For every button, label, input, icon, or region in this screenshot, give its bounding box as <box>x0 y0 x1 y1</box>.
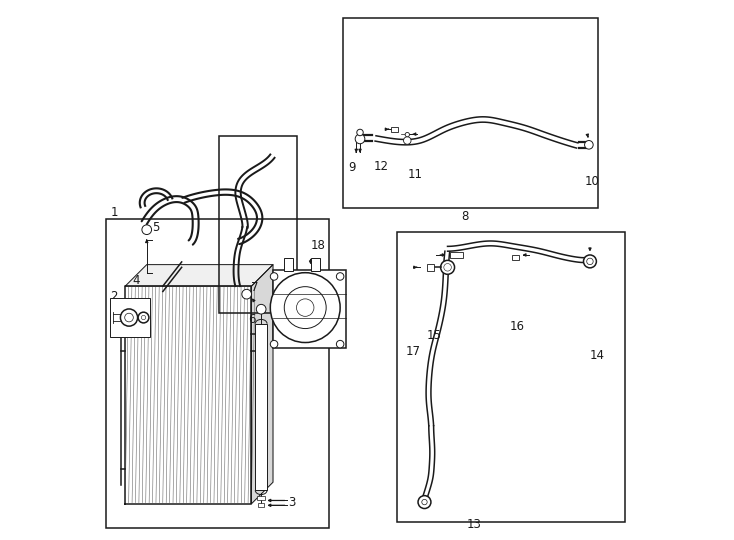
Text: 15: 15 <box>427 329 442 342</box>
Text: 8: 8 <box>461 210 468 223</box>
Bar <box>450 252 462 258</box>
Text: 2: 2 <box>110 291 117 303</box>
Polygon shape <box>252 265 273 504</box>
Circle shape <box>440 260 454 274</box>
Circle shape <box>120 309 137 326</box>
Circle shape <box>297 299 314 316</box>
Circle shape <box>125 313 134 322</box>
Bar <box>427 264 434 271</box>
Circle shape <box>404 137 411 144</box>
Circle shape <box>418 496 431 509</box>
Bar <box>258 496 265 501</box>
Circle shape <box>270 340 278 348</box>
Circle shape <box>270 273 340 342</box>
Circle shape <box>444 264 451 271</box>
Text: 12: 12 <box>374 160 388 173</box>
Polygon shape <box>126 286 252 504</box>
Circle shape <box>138 312 149 323</box>
Text: 1: 1 <box>110 206 117 219</box>
Circle shape <box>284 287 326 328</box>
Text: 17: 17 <box>406 345 421 358</box>
Circle shape <box>405 132 410 137</box>
Circle shape <box>256 305 266 314</box>
Bar <box>110 298 150 337</box>
Bar <box>391 126 398 132</box>
Circle shape <box>584 255 597 268</box>
Circle shape <box>586 258 593 265</box>
Bar <box>310 258 320 271</box>
Circle shape <box>142 225 152 234</box>
Polygon shape <box>126 265 273 286</box>
Text: 7: 7 <box>252 281 259 294</box>
Text: 9: 9 <box>348 161 356 174</box>
Bar <box>273 270 346 348</box>
Text: 11: 11 <box>407 168 422 181</box>
Bar <box>343 17 598 208</box>
Circle shape <box>422 500 427 505</box>
Bar <box>512 255 519 260</box>
Bar <box>284 258 294 271</box>
Text: 5: 5 <box>152 220 159 233</box>
Circle shape <box>270 273 278 280</box>
Circle shape <box>357 129 363 136</box>
Circle shape <box>355 134 365 144</box>
Text: 6: 6 <box>248 313 255 326</box>
Bar <box>258 503 264 507</box>
Bar <box>219 136 297 313</box>
Circle shape <box>142 315 145 320</box>
Text: 10: 10 <box>584 175 600 188</box>
Bar <box>106 219 330 528</box>
Circle shape <box>584 140 593 149</box>
Circle shape <box>241 289 252 299</box>
Text: 18: 18 <box>310 239 325 252</box>
Text: 16: 16 <box>509 320 524 333</box>
Circle shape <box>336 340 344 348</box>
Text: 13: 13 <box>466 518 482 531</box>
Text: 3: 3 <box>288 496 296 509</box>
Bar <box>255 323 267 490</box>
Bar <box>396 232 625 523</box>
Text: 4: 4 <box>132 274 139 287</box>
Text: 14: 14 <box>590 349 605 362</box>
Circle shape <box>336 273 344 280</box>
